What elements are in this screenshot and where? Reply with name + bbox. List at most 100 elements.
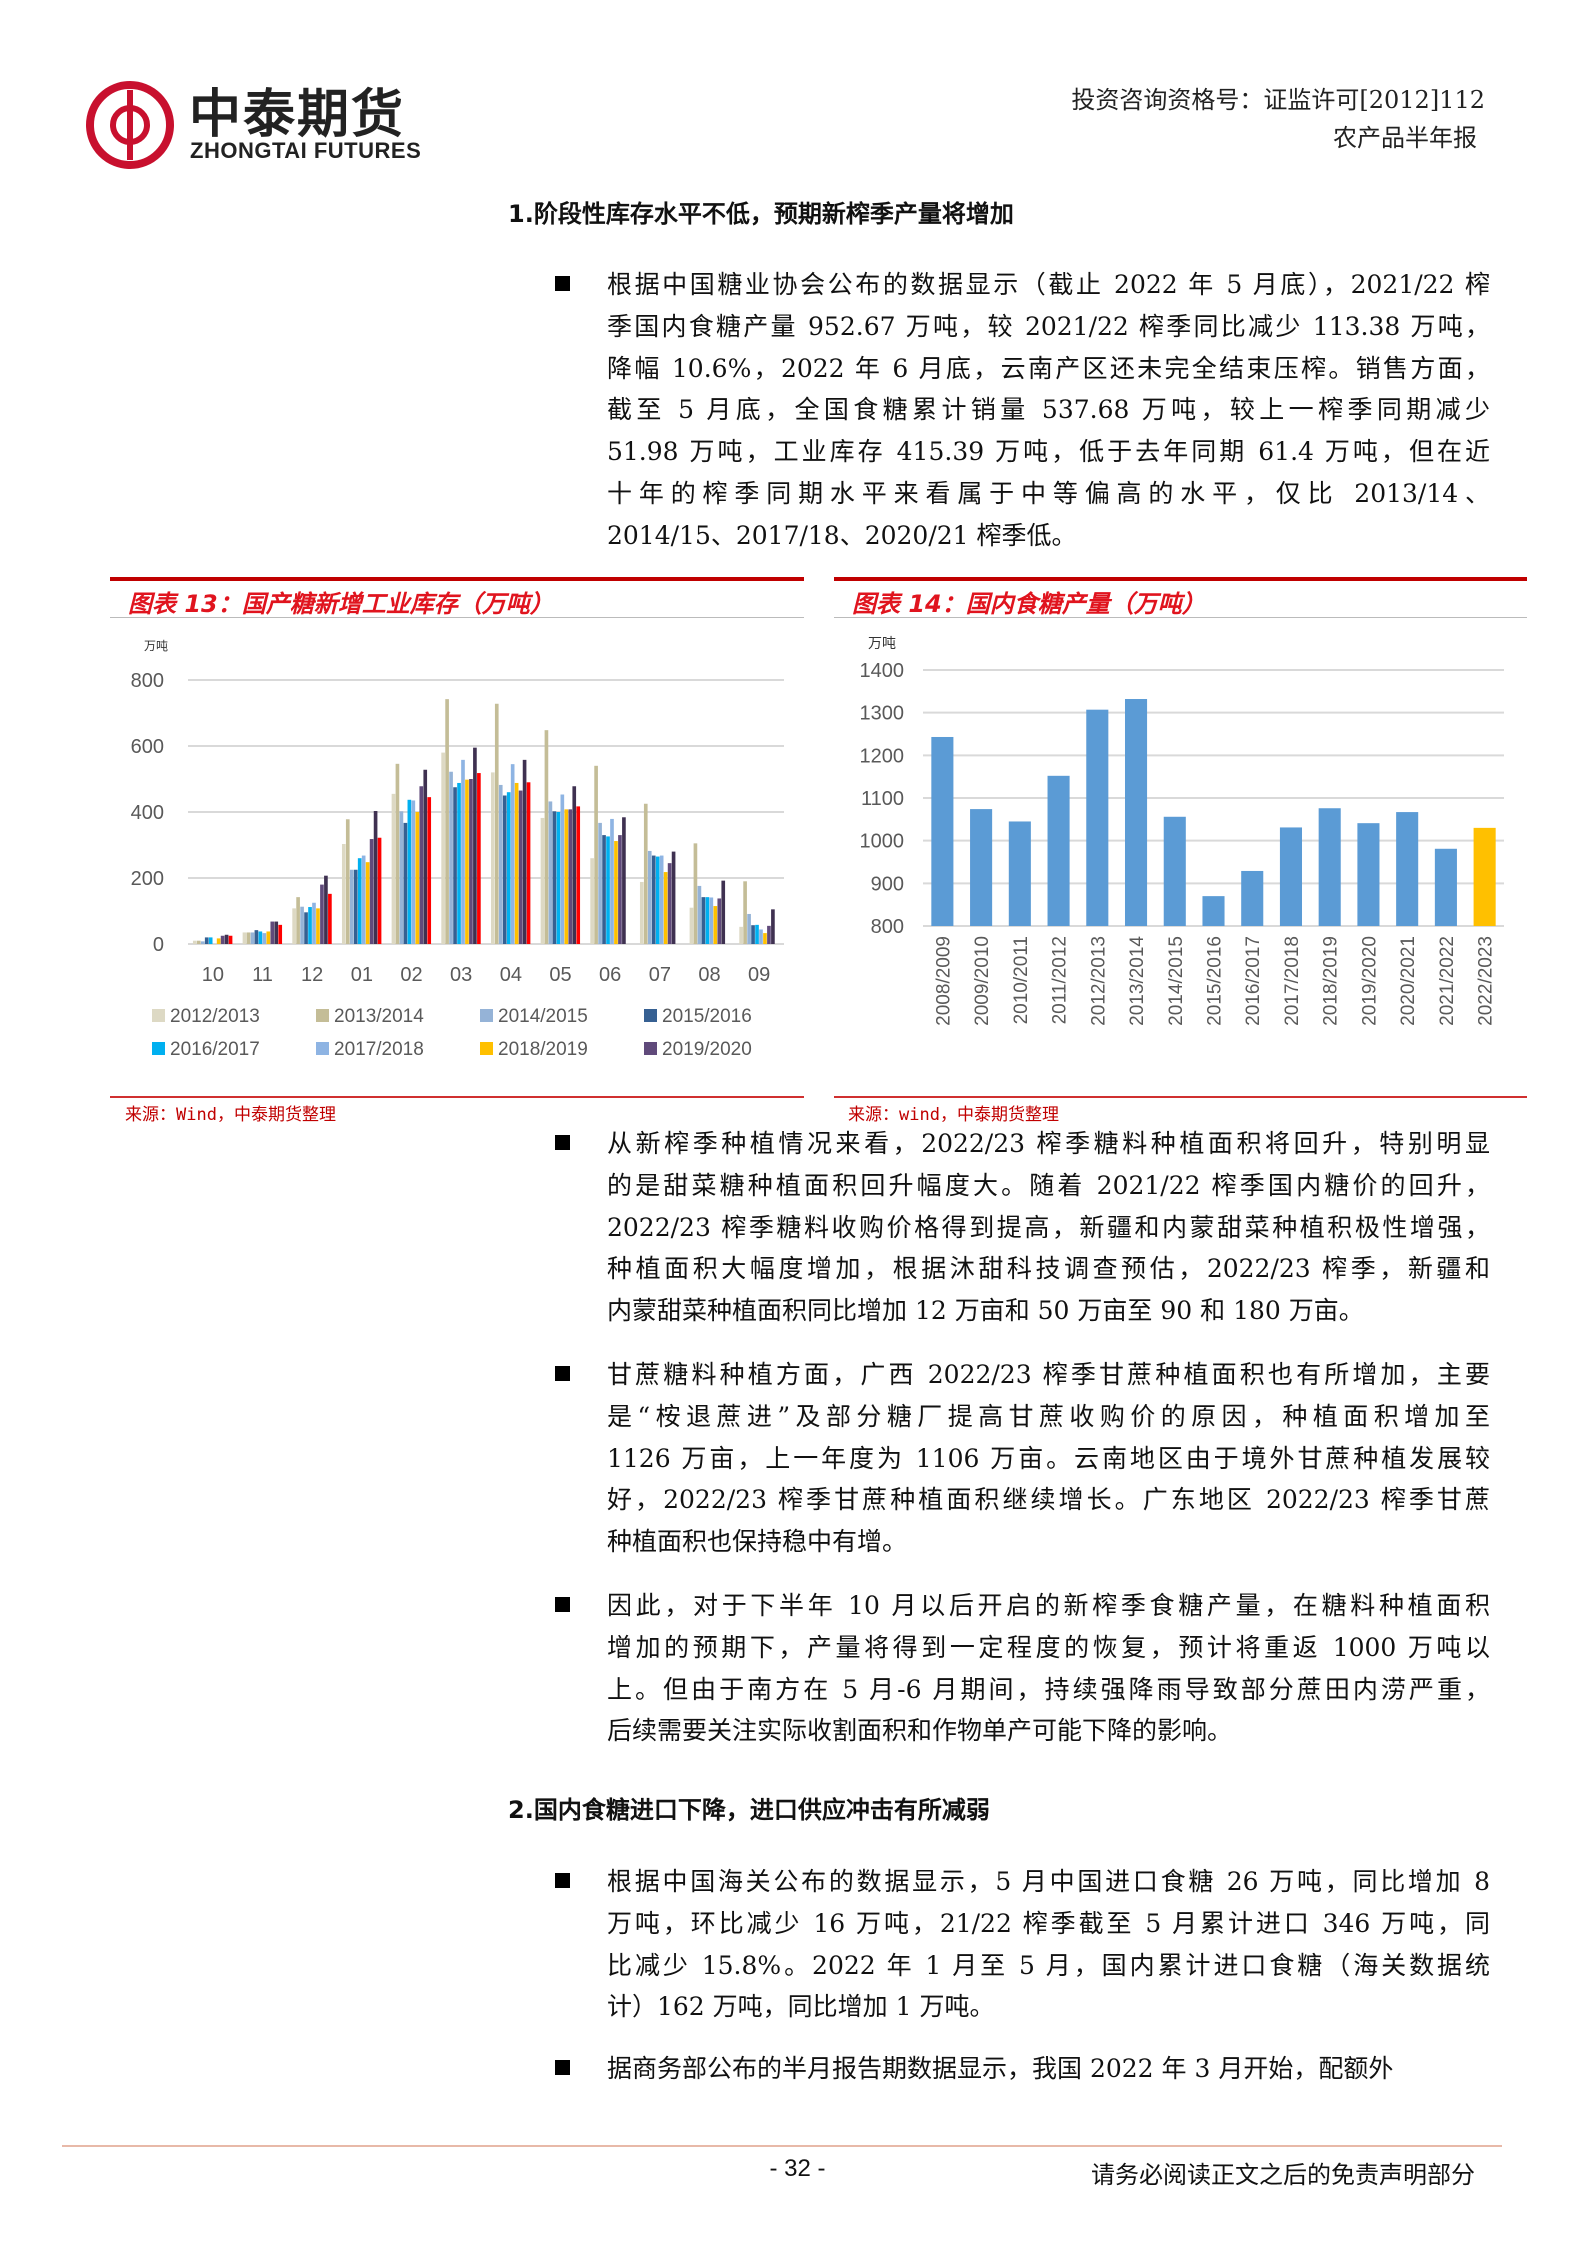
- bar: [208, 937, 213, 944]
- bar: [469, 779, 473, 944]
- x-tick-label: 01: [351, 964, 373, 986]
- paragraph-lines: 从新榨季种植情况来看，2022/23 榨季糖料种植面积将回升，特别明显 的是甜菜糖…: [607, 1123, 1490, 1332]
- figure-14-source: 来源：wind，中泰期货整理: [848, 1105, 1059, 1125]
- bar: [1008, 821, 1031, 926]
- bar: [395, 763, 400, 944]
- page-number: - 32 -: [769, 2155, 826, 2182]
- y-tick-label: 200: [131, 868, 164, 890]
- bar: [771, 909, 775, 944]
- bar: [560, 794, 565, 944]
- license-number: 投资咨询资格号：证监许可[2012]112: [1071, 86, 1485, 114]
- bar: [671, 851, 676, 944]
- bar: [250, 932, 255, 944]
- paragraph-line: 因此，对于下半年 10 月以后开启的新榨季食糖产量，在糖料种植面积: [607, 1591, 1490, 1620]
- figure-14-title-rule: [834, 617, 1527, 618]
- figure-14-title: 图表 14：国内食糖产量（万吨）: [852, 590, 1206, 618]
- bar: [304, 912, 308, 944]
- bar: [373, 811, 378, 944]
- paragraph-3: 甘蔗糖料种植方面，广西 2022/23 榨季甘蔗种植面积也有所增加，主要 是“桉退…: [555, 1354, 1490, 1563]
- legend-swatch: [152, 1009, 165, 1022]
- paragraph-line: 增加的预期下，产量将得到一定程度的恢复，预计将重返 1000 万吨以: [607, 1632, 1490, 1662]
- bar: [427, 797, 432, 944]
- bar: [606, 836, 610, 944]
- bar: [296, 897, 300, 944]
- bar: [1357, 823, 1380, 926]
- bar: [576, 806, 581, 944]
- bar: [556, 812, 561, 944]
- bar: [572, 786, 577, 944]
- report-type: 农产品半年报: [1333, 124, 1477, 152]
- bar: [369, 839, 374, 944]
- paragraph-line: 51.98 万吨，工业库存 415.39 万吨，低于去年同期 61.4 万吨，但…: [607, 437, 1490, 467]
- paragraph-line: 万吨，环比减少 16 万吨，21/22 榨季截至 5 月累计进口 346 万吨，…: [607, 1908, 1490, 1938]
- bar: [341, 844, 346, 944]
- y-tick-label: 800: [871, 916, 904, 938]
- paragraph-line: 上。但由于南方在 5 月-6 月期间，持续强降雨导致部分蔗田内涝严重，: [607, 1674, 1490, 1704]
- y-tick-label: 0: [153, 934, 164, 956]
- bar: [767, 925, 771, 944]
- x-tick-label: 2016/2017: [1243, 936, 1264, 1026]
- paragraph-2: 从新榨季种植情况来看，2022/23 榨季糖料种植面积将回升，特别明显 的是甜菜糖…: [555, 1123, 1490, 1332]
- bar: [278, 924, 283, 944]
- bar: [361, 855, 366, 944]
- bar: [667, 863, 672, 944]
- bar: [357, 858, 362, 944]
- bar: [970, 809, 993, 926]
- legend-swatch: [152, 1042, 165, 1055]
- bar: [526, 782, 531, 944]
- bar: [328, 893, 332, 944]
- bar: [270, 921, 275, 944]
- x-tick-label: 2018/2019: [1321, 936, 1342, 1026]
- paragraph-line: 的是甜菜糖种植面积回升幅度大。随着 2021/22 榨季国内糖价的回升，: [607, 1170, 1490, 1200]
- legend-swatch: [644, 1042, 657, 1055]
- legend-swatch: [480, 1009, 493, 1022]
- bar: [220, 935, 225, 944]
- x-tick-label: 2013/2014: [1127, 936, 1148, 1026]
- bar: [701, 897, 706, 944]
- bar: [445, 699, 449, 944]
- bar: [518, 790, 523, 944]
- bar: [407, 799, 412, 944]
- bar: [228, 935, 233, 944]
- paragraph-line: 根据中国糖业协会公布的数据显示（截止 2022 年 5 月底），2021/22 …: [607, 270, 1490, 299]
- bar: [258, 931, 263, 944]
- bar: [602, 835, 606, 944]
- x-tick-label: 09: [748, 964, 770, 986]
- legend-swatch: [316, 1009, 329, 1022]
- bar: [659, 855, 664, 944]
- bar: [473, 747, 477, 944]
- bar: [274, 921, 279, 944]
- legend-label: 2018/2019: [498, 1039, 588, 1060]
- bar: [1124, 699, 1148, 926]
- paragraph-line: 后续需要关注实际收割面积和作物单产可能下降的影响。: [607, 1716, 1233, 1746]
- bar: [391, 793, 396, 944]
- bar: [1163, 816, 1186, 926]
- x-tick-label: 05: [549, 964, 571, 986]
- y-axis-unit: 万吨: [868, 635, 896, 651]
- chart-14: 万吨 800 900 1000 1100 1200 1300 1400 2008/2009 200…: [860, 635, 1504, 1026]
- y-tick-label: 1300: [860, 703, 905, 725]
- bar: [490, 772, 495, 944]
- x-tick-label: 2009/2010: [972, 936, 993, 1026]
- bar: [544, 730, 549, 944]
- footer-rule: [62, 2145, 1502, 2147]
- paragraph-line: 是“桉退蔗进”及部分糖厂提高甘蔗收购价的原因，种植面积增加至: [607, 1401, 1490, 1431]
- bar: [494, 703, 499, 944]
- bar: [1318, 808, 1341, 926]
- y-tick-label: 400: [131, 802, 164, 824]
- paragraph-line: 1126 万亩，上一年度为 1106 万亩。云南地区由于境外甘蔗种植发展较: [607, 1443, 1490, 1473]
- bar: [465, 779, 469, 944]
- bar: [411, 800, 416, 944]
- bar: [514, 782, 519, 944]
- bar: [399, 811, 404, 944]
- bullet-icon: [555, 1873, 570, 1888]
- bar: [423, 769, 428, 944]
- paragraph-line: 据商务部公布的半月报告期数据显示，我国 2022 年 3 月开始，配额外: [607, 2054, 1394, 2083]
- bullet-icon: [555, 1135, 570, 1150]
- bar: [697, 885, 702, 944]
- x-tick-label: 12: [301, 964, 323, 986]
- section-heading-2: 2.国内食糖进口下降，进口供应冲击有所减弱: [508, 1796, 990, 1824]
- x-tick-label: 08: [698, 964, 720, 986]
- bar: [1202, 896, 1225, 926]
- bar: [552, 811, 557, 944]
